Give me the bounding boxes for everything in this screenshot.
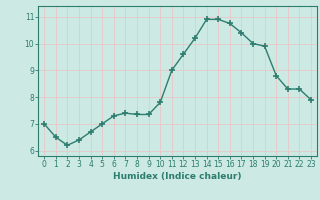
X-axis label: Humidex (Indice chaleur): Humidex (Indice chaleur)	[113, 172, 242, 181]
